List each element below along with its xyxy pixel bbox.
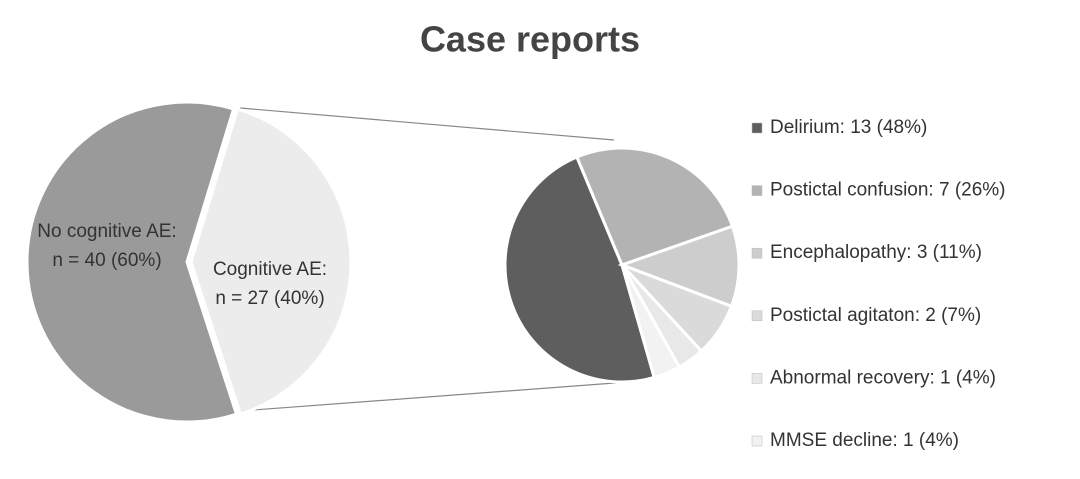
legend-marker xyxy=(751,185,763,196)
legend-label: Abnormal recovery: 1 (4%) xyxy=(770,367,996,388)
data-label: Cognitive AE: xyxy=(213,259,327,280)
pie-slice xyxy=(617,224,741,309)
legend-marker xyxy=(751,373,763,384)
legend-label: Postictal agitaton: 2 (7%) xyxy=(770,305,981,326)
legend-label: Postictal confusion: 7 (26%) xyxy=(770,180,1006,201)
data-label: No cognitive AE: xyxy=(37,221,176,242)
pie-slice xyxy=(620,264,682,380)
legend-label: MMSE decline: 1 (4%) xyxy=(770,430,959,451)
connector xyxy=(239,381,629,412)
legend-marker xyxy=(751,435,763,447)
chart-title: Case reports xyxy=(420,19,640,60)
legend-label: Delirium: 13 (48%) xyxy=(770,117,927,138)
pie-slice xyxy=(503,155,657,384)
legend-marker xyxy=(751,122,763,134)
pie-slice xyxy=(189,107,353,417)
data-label: n = 27 (40%) xyxy=(215,288,324,309)
connector xyxy=(239,107,615,141)
data-label: n = 40 (60%) xyxy=(52,250,161,271)
pie-slice xyxy=(574,146,735,267)
legend-label: Encephalopathy: 3 (11%) xyxy=(770,242,982,263)
legend-marker xyxy=(751,310,763,322)
pie-slice xyxy=(25,100,239,424)
legend-marker xyxy=(751,247,763,259)
